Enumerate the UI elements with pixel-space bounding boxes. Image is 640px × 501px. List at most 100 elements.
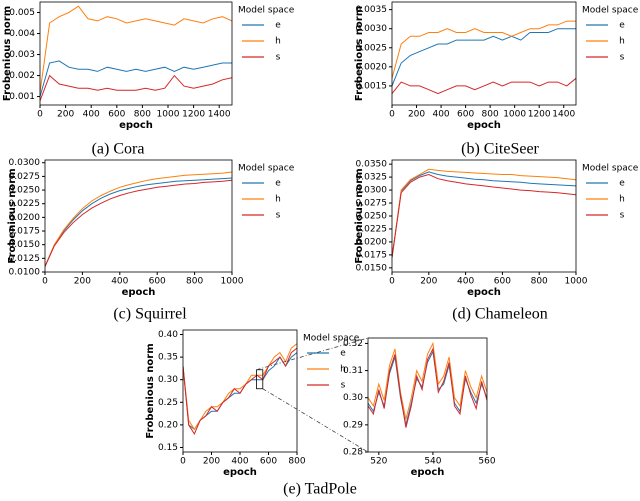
x-tick-label: 400 bbox=[432, 110, 449, 120]
y-tick-label: 0.0125 bbox=[9, 254, 41, 264]
series-line bbox=[392, 171, 576, 258]
x-tick-label: 800 bbox=[288, 457, 305, 467]
x-tick-label: 600 bbox=[149, 277, 166, 287]
legend-label: h bbox=[619, 37, 625, 47]
x-tick-label: 800 bbox=[482, 110, 499, 120]
legend-label: e bbox=[619, 21, 625, 31]
y-tick-label: 0.30 bbox=[343, 393, 363, 403]
x-axis-label: epoch bbox=[467, 120, 501, 131]
plot-frame bbox=[39, 1, 233, 106]
y-tick-label: 0.0175 bbox=[356, 250, 388, 260]
y-tick-label: 0.28 bbox=[343, 448, 363, 458]
x-tick-label: 600 bbox=[108, 110, 125, 120]
x-tick-label: 1000 bbox=[565, 277, 588, 287]
x-tick-label: 400 bbox=[231, 457, 248, 467]
x-tick-label: 0 bbox=[389, 110, 395, 120]
y-tick-label: 0.001 bbox=[9, 92, 35, 102]
caption: (c) Squirrel bbox=[113, 306, 187, 323]
x-tick-label: 800 bbox=[186, 277, 203, 287]
y-tick-label: 0.35 bbox=[158, 353, 178, 363]
y-tick-label: 0.30 bbox=[158, 375, 178, 385]
y-tick-label: 0.0200 bbox=[356, 237, 388, 247]
y-axis-label: Frobenious norm bbox=[7, 168, 18, 263]
legend-label: e bbox=[275, 21, 281, 31]
x-tick-label: 520 bbox=[370, 457, 387, 467]
series-line bbox=[368, 341, 487, 420]
zoom-connector bbox=[256, 337, 369, 371]
series-line bbox=[45, 179, 232, 267]
series-line bbox=[183, 347, 297, 435]
y-tick-label: 0.0250 bbox=[9, 186, 41, 196]
y-tick-label: 0.0100 bbox=[9, 268, 41, 278]
x-tick-label: 200 bbox=[74, 277, 91, 287]
x-tick-label: 200 bbox=[57, 110, 74, 120]
plot-frame bbox=[391, 1, 577, 106]
x-tick-label: 200 bbox=[408, 110, 425, 120]
caption: (b) CiteSeer bbox=[461, 141, 539, 158]
series-line bbox=[183, 343, 297, 431]
series-line bbox=[45, 171, 232, 267]
legend-label: h bbox=[275, 195, 281, 205]
legend-title: Model space bbox=[582, 164, 639, 174]
legend-label: e bbox=[340, 349, 346, 359]
legend-label: s bbox=[341, 381, 346, 391]
y-tick-label: 0.40 bbox=[158, 330, 178, 340]
series-line bbox=[392, 173, 576, 258]
y-tick-label: 0.20 bbox=[158, 420, 178, 430]
x-tick-label: 1000 bbox=[221, 277, 244, 287]
x-tick-label: 400 bbox=[457, 277, 474, 287]
legend-label: s bbox=[620, 211, 625, 221]
x-tick-label: 0 bbox=[389, 277, 395, 287]
y-tick-label: 0.0150 bbox=[9, 240, 41, 250]
x-tick-label: 1400 bbox=[552, 110, 575, 120]
legend-label: e bbox=[275, 179, 281, 189]
legend-title: Model space bbox=[582, 6, 639, 16]
x-tick-label: 1200 bbox=[182, 110, 205, 120]
y-tick-label: 0.0325 bbox=[356, 173, 388, 183]
y-tick-label: 0.0225 bbox=[356, 224, 388, 234]
x-tick-label: 200 bbox=[203, 457, 220, 467]
series-line bbox=[45, 177, 232, 267]
y-tick-label: 0.25 bbox=[158, 398, 178, 408]
legend-title: Model space bbox=[238, 6, 295, 16]
legend-label: s bbox=[276, 53, 281, 63]
legend-label: h bbox=[340, 365, 346, 375]
y-tick-label: 0.29 bbox=[343, 420, 363, 430]
x-tick-label: 1000 bbox=[503, 110, 526, 120]
x-axis-label: epoch bbox=[223, 467, 257, 478]
y-axis-label: Frobenious norm bbox=[354, 168, 365, 263]
x-axis-label: epoch bbox=[122, 287, 156, 298]
y-tick-label: 0.0035 bbox=[356, 5, 388, 15]
y-tick-label: 0.0250 bbox=[356, 212, 388, 222]
y-tick-label: 0.0300 bbox=[9, 158, 41, 168]
series-line bbox=[183, 352, 297, 431]
caption: (e) TadPole bbox=[283, 481, 357, 498]
legend-label: e bbox=[619, 179, 625, 189]
y-tick-label: 0.003 bbox=[9, 50, 35, 60]
y-tick-label: 0.0350 bbox=[356, 160, 388, 170]
x-tick-label: 200 bbox=[420, 277, 437, 287]
x-tick-label: 600 bbox=[260, 457, 277, 467]
zoom-connector bbox=[262, 388, 369, 453]
y-tick-label: 0.15 bbox=[158, 443, 178, 453]
y-tick-label: 0.0300 bbox=[356, 186, 388, 196]
plot-frame bbox=[367, 337, 488, 453]
x-axis-label: epoch bbox=[467, 287, 501, 298]
y-axis-label: Frobenious norm bbox=[2, 6, 13, 101]
plot-frame bbox=[182, 329, 298, 453]
y-axis-label: Frobenious norm bbox=[145, 343, 156, 438]
x-tick-label: 0 bbox=[42, 277, 48, 287]
y-tick-label: 0.005 bbox=[9, 8, 35, 18]
y-tick-label: 0.0025 bbox=[356, 43, 388, 53]
y-tick-label: 0.0275 bbox=[356, 199, 388, 209]
y-tick-label: 0.0030 bbox=[356, 24, 388, 34]
y-tick-label: 0.31 bbox=[343, 366, 363, 376]
y-tick-label: 0.0175 bbox=[9, 227, 41, 237]
series-line bbox=[392, 28, 576, 87]
series-line bbox=[392, 77, 576, 95]
legend-title: Model space bbox=[238, 164, 295, 174]
y-tick-label: 0.0015 bbox=[356, 81, 388, 91]
y-tick-label: 0.32 bbox=[343, 339, 363, 349]
plot-frame bbox=[44, 159, 233, 273]
